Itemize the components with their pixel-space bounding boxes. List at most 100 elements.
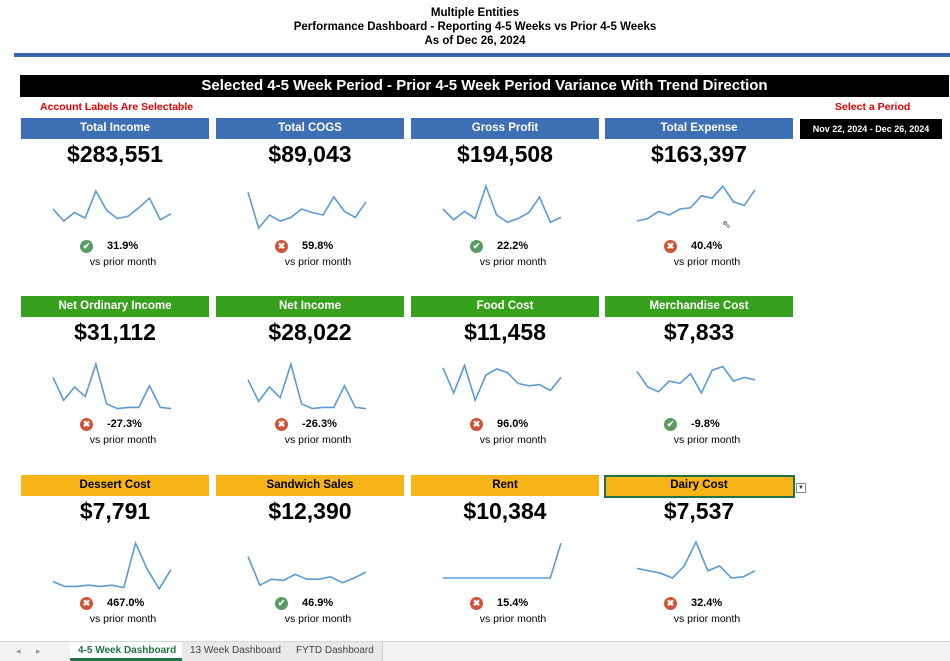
account-label[interactable]: Total COGS [216,118,404,139]
account-label[interactable]: Net Ordinary Income [21,296,209,317]
trend-sparkline [636,184,756,222]
variance-percent: 59.8% [302,240,334,252]
kpi-value: $194,508 [457,141,553,167]
kpi-value: $28,022 [268,319,352,345]
x-circle-icon: ✖ [80,418,93,431]
check-circle-icon: ✔ [80,240,93,253]
sparkline-series [636,365,756,395]
variance-percent: 22.2% [497,240,529,252]
report-header: Multiple Entities Performance Dashboard … [0,6,950,48]
entity-title: Multiple Entities [430,7,520,19]
x-circle-icon: ✖ [470,418,483,431]
trend-sparkline [247,556,367,587]
period-selector[interactable]: Nov 22, 2024 - Dec 26, 2024 [800,119,942,139]
variance-caption: vs prior month [673,613,741,625]
kpi-card-total-expense: Total Expense $163,397 ✖ 40.4% vs prior mont… [605,118,793,278]
variance-caption: vs prior month [89,256,157,268]
kpi-card-net-income: Net Income $28,022 ✖ -26.3% vs prior month [216,296,404,456]
account-label[interactable]: Sandwich Sales [216,475,404,496]
mouse-cursor-icon: ⇖ [722,219,732,231]
kpi-card-food-cost: Food Cost $11,458 ✖ 96.0% vs prior month [411,296,599,456]
account-label[interactable]: Dessert Cost [21,475,209,496]
variance-percent: 32.4% [691,597,723,609]
sparkline-series [442,183,562,224]
trend-sparkline [442,362,562,403]
variance-row: ✔ 46.9% [216,596,404,612]
section-banner: Selected 4-5 Week Period - Prior 4-5 Wee… [20,75,949,97]
variance-row: ✔ -9.8% [605,417,793,433]
variance-caption: vs prior month [89,434,157,446]
kpi-card-merchandise-cost: Merchandise Cost $7,833 ✔ -9.8% vs prior mon… [605,296,793,456]
trend-sparkline [443,542,562,579]
account-label[interactable]: Gross Profit [411,118,599,139]
variance-row: ✔ 31.9% [21,239,209,255]
trend-sparkline [52,540,172,591]
trend-sparkline [52,361,172,410]
cell-dropdown-button[interactable]: ▼ [796,483,806,493]
account-note: Account Labels Are Selectable [40,101,194,113]
variance-caption: vs prior month [284,434,352,446]
trend-sparkline [636,365,756,395]
x-circle-icon: ✖ [470,597,483,610]
variance-percent: 467.0% [107,597,145,609]
x-circle-icon: ✖ [275,240,288,253]
account-label[interactable]: Food Cost [411,296,599,317]
kpi-card-total-income: Total Income $283,551 ✔ 31.9% vs prior month [21,118,209,278]
kpi-card-total-cogs: Total COGS $89,043 ✖ 59.8% vs prior month [216,118,404,278]
report-title: Performance Dashboard - Reporting 4-5 We… [293,21,657,33]
kpi-card-sandwich-sales: Sandwich Sales $12,390 ✔ 46.9% vs prior mont… [216,475,404,635]
trend-sparkline [247,191,367,230]
check-circle-icon: ✔ [275,597,288,610]
sparkline-series [636,540,756,579]
variance-caption: vs prior month [284,613,352,625]
tab-13-week-dashboard[interactable]: 13 Week Dashboard [182,642,290,661]
tab-4-5-week-dashboard[interactable]: 4-5 Week Dashboard [70,642,186,661]
kpi-value: $163,397 [651,141,747,167]
variance-percent: -26.3% [302,418,337,430]
trend-sparkline [52,189,172,223]
account-label[interactable]: Net Income [216,296,404,317]
account-label[interactable]: Total Expense [605,118,793,139]
variance-percent: 46.9% [302,597,334,609]
variance-caption: vs prior month [89,613,157,625]
sparkline-series [442,362,562,403]
variance-caption: vs prior month [284,256,352,268]
sheet-tab-bar: ◂ ▸ 4-5 Week Dashboard 13 Week Dashboard… [0,641,950,661]
sparkline-series [52,361,172,410]
trend-sparkline [442,183,562,224]
variance-caption: vs prior month [673,434,741,446]
variance-percent: 31.9% [107,240,139,252]
trend-sparkline [247,361,367,410]
account-label[interactable]: Rent [411,475,599,496]
account-label[interactable]: Merchandise Cost [605,296,793,317]
kpi-value: $283,551 [67,141,163,167]
variance-row: ✖ 96.0% [411,417,599,433]
variance-row: ✖ 467.0% [21,596,209,612]
account-label[interactable]: Dairy Cost [605,475,793,496]
variance-caption: vs prior month [673,256,741,268]
kpi-card-dessert-cost: Dessert Cost $7,791 ✖ 467.0% vs prior month [21,475,209,635]
sparkline-series [247,191,367,230]
kpi-card-dairy-cost: Dairy Cost $7,537 ✖ 32.4% vs prior month [605,475,793,635]
kpi-value: $10,384 [463,498,547,524]
x-circle-icon: ✖ [275,418,288,431]
sparkline-series [247,556,367,587]
variance-percent: -9.8% [691,418,720,430]
kpi-card-net-ordinary-income: Net Ordinary Income $31,112 ✖ -27.3% vs prio… [21,296,209,456]
variance-row: ✖ -26.3% [216,417,404,433]
sparkline-series [52,540,172,591]
kpi-value: $89,043 [268,141,352,167]
kpi-value: $7,791 [79,498,151,524]
account-label[interactable]: Total Income [21,118,209,139]
tab-scroll-left-icon[interactable]: ◂ [16,646,21,656]
kpi-value: $7,537 [663,498,735,524]
tab-fytd-dashboard[interactable]: FYTD Dashboard [288,642,383,661]
kpi-card-rent: Rent $10,384 ✖ 15.4% vs prior month [411,475,599,635]
period-label: Select a Period [835,101,911,113]
variance-row: ✖ 40.4% [605,239,793,255]
check-circle-icon: ✔ [664,418,677,431]
sparkline-series [52,189,172,223]
x-circle-icon: ✖ [80,597,93,610]
tab-scroll-right-icon[interactable]: ▸ [36,646,41,656]
variance-percent: 96.0% [497,418,529,430]
